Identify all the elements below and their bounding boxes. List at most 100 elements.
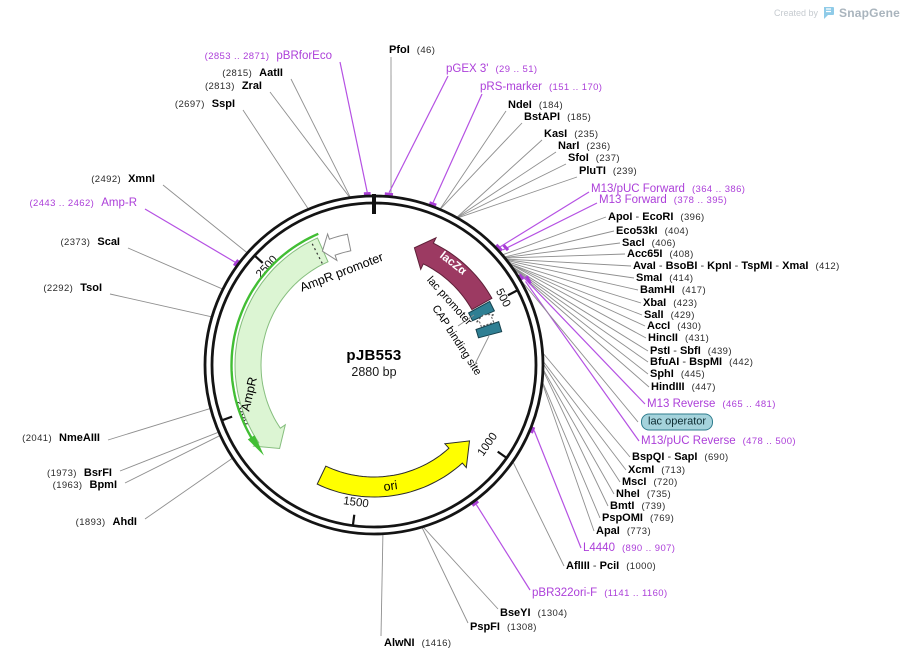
label-position: (713) bbox=[661, 465, 686, 476]
callout-line-AatII bbox=[290, 78, 351, 197]
label-name: XbaI bbox=[643, 297, 667, 309]
feature-ori[interactable] bbox=[316, 440, 471, 498]
restriction-site-label-BseYI[interactable]: BseYI (1304) bbox=[500, 605, 567, 621]
restriction-site-label-BmtI[interactable]: BmtI (739) bbox=[610, 498, 666, 514]
primer-label-M13-Forward[interactable]: M13 Forward (378 .. 395) bbox=[599, 192, 727, 208]
primer-label-M13-pUC-Reverse[interactable]: M13/pUC Reverse (478 .. 500) bbox=[641, 433, 796, 449]
restriction-site-label-PluTI[interactable]: PluTI (239) bbox=[579, 163, 637, 179]
restriction-site-label-Acc65I[interactable]: Acc65I (408) bbox=[627, 246, 694, 262]
label-name: M13/pUC Reverse bbox=[641, 435, 736, 447]
restriction-site-label-SfoI[interactable]: SfoI (237) bbox=[568, 150, 620, 166]
plasmid-size: 2880 bp bbox=[351, 365, 397, 379]
restriction-site-label-PspFI[interactable]: PspFI (1308) bbox=[470, 619, 537, 635]
restriction-site-label-KasI[interactable]: KasI (235) bbox=[544, 126, 598, 142]
feature-CAP-binding-site-box[interactable] bbox=[475, 320, 503, 339]
callout-line-AlwNI bbox=[380, 534, 384, 637]
label-name: SspI bbox=[211, 98, 235, 110]
callout-line-TsoI bbox=[109, 293, 212, 318]
restriction-site-label-Eco53kI[interactable]: Eco53kI (404) bbox=[616, 223, 689, 239]
callout-line-BsrFI bbox=[119, 432, 219, 472]
restriction-site-label-BfuAI-BspMI[interactable]: BfuAI - BspMI (442) bbox=[650, 354, 753, 370]
restriction-site-label-NarI[interactable]: NarI (236) bbox=[558, 138, 611, 154]
restriction-site-label-AccI[interactable]: AccI (430) bbox=[647, 318, 701, 334]
restriction-site-label-AatII[interactable]: (2815) AatII bbox=[222, 65, 283, 81]
label-name: MscI bbox=[622, 476, 647, 488]
callout-line-AhdI bbox=[144, 458, 233, 520]
primer-label-Amp-R[interactable]: (2443 .. 2462) Amp-R bbox=[29, 195, 137, 211]
label-name: BmtI bbox=[610, 500, 635, 512]
primer-label-L4440[interactable]: L4440 (890 .. 907) bbox=[583, 540, 675, 556]
restriction-site-label-HincII[interactable]: HincII (431) bbox=[648, 330, 709, 346]
restriction-site-label-AlwNI[interactable]: AlwNI (1416) bbox=[384, 635, 451, 651]
callout-line-SphI bbox=[514, 268, 649, 375]
primer-label-pBR322ori-F[interactable]: pBR322ori-F (1141 .. 1160) bbox=[532, 585, 668, 601]
restriction-site-label-ZraI[interactable]: (2813) ZraI bbox=[205, 78, 262, 94]
restriction-site-label-XbaI[interactable]: XbaI (423) bbox=[643, 295, 697, 311]
primer-mark-M13-Forward bbox=[502, 244, 510, 252]
callout-line-PluTI bbox=[458, 176, 578, 219]
feature-lac-promoter-box[interactable] bbox=[467, 300, 496, 322]
feature-AmpR[interactable] bbox=[234, 237, 329, 450]
callout-line-pRS-marker bbox=[432, 93, 483, 203]
label-position: (478 .. 500) bbox=[742, 436, 796, 447]
label-position: (185) bbox=[567, 112, 592, 123]
restriction-site-label-SmaI[interactable]: SmaI (414) bbox=[636, 270, 693, 286]
restriction-site-label-XmnI[interactable]: (2492) XmnI bbox=[91, 171, 155, 187]
label-name: ApaI bbox=[596, 525, 620, 537]
label-name: AhdI bbox=[112, 516, 137, 528]
label-position: (2443 .. 2462) bbox=[29, 198, 95, 209]
restriction-site-label-SacI[interactable]: SacI (406) bbox=[622, 235, 676, 251]
primer-mark-Amp-R bbox=[232, 259, 240, 267]
callout-line-SmaI bbox=[507, 259, 635, 279]
restriction-site-label-TsoI[interactable]: (2292) TsoI bbox=[43, 280, 102, 296]
restriction-site-label-ApoI-EcoRI[interactable]: ApoI - EcoRI (396) bbox=[608, 209, 705, 225]
callout-line-NmeAIII bbox=[107, 408, 210, 441]
restriction-site-label-BpmI[interactable]: (1963) BpmI bbox=[53, 477, 117, 493]
label-position: (378 .. 395) bbox=[673, 195, 728, 206]
restriction-site-label-ScaI[interactable]: (2373) ScaI bbox=[60, 234, 120, 250]
primer-mark-pGEX-3- bbox=[384, 192, 394, 197]
feature-lac-promoter-mini-arrow[interactable] bbox=[475, 314, 495, 328]
label-name: M13/pUC Forward bbox=[591, 183, 685, 195]
callout-line-ApaI bbox=[542, 384, 595, 532]
primer-label-M13-pUC-Forward[interactable]: M13/pUC Forward (364 .. 386) bbox=[591, 181, 745, 197]
snapgene-logo-icon bbox=[824, 7, 835, 19]
restriction-site-label-AflIII-PciI[interactable]: AflIII - PciI (1000) bbox=[566, 558, 656, 574]
label-name: SfoI bbox=[568, 152, 589, 164]
feature-lacZalpha[interactable] bbox=[413, 236, 493, 311]
restriction-site-label-MscI[interactable]: MscI (720) bbox=[622, 474, 678, 490]
restriction-site-label-PstI-SbfI[interactable]: PstI - SbfI (439) bbox=[650, 343, 732, 359]
restriction-site-label-AvaI-BsoBI-KpnI-TspMI-XmaI[interactable]: AvaI - BsoBI - KpnI - TspMI - XmaI (412) bbox=[633, 258, 840, 274]
feature-leader-line-0 bbox=[457, 314, 475, 327]
lac-operator-badge[interactable]: lac operator bbox=[641, 413, 714, 431]
restriction-site-label-NheI[interactable]: NheI (735) bbox=[616, 486, 671, 502]
label-position: (890 .. 907) bbox=[621, 543, 676, 554]
restriction-site-label-ApaI[interactable]: ApaI (773) bbox=[596, 523, 651, 539]
label-name: L4440 bbox=[583, 542, 615, 554]
callout-line-SspI bbox=[242, 109, 309, 209]
label-position: (1000) bbox=[626, 561, 657, 572]
restriction-site-label-NdeI[interactable]: NdeI (184) bbox=[508, 97, 563, 113]
feature-AmpR-promoter-arrow[interactable] bbox=[321, 232, 352, 262]
restriction-site-label-SphI[interactable]: SphI (445) bbox=[650, 366, 705, 382]
label-name: PfoI bbox=[389, 44, 410, 56]
restriction-site-label-BsrFI[interactable]: (1973) BsrFI bbox=[47, 465, 112, 481]
restriction-site-label-XcmI[interactable]: XcmI (713) bbox=[628, 462, 685, 478]
primer-label-pGEX-3-[interactable]: pGEX 3' (29 .. 51) bbox=[446, 61, 538, 77]
restriction-site-label-NmeAIII[interactable]: (2041) NmeAIII bbox=[22, 430, 100, 446]
restriction-site-label-HindIII[interactable]: HindIII (447) bbox=[651, 379, 716, 395]
restriction-site-label-BamHI[interactable]: BamHI (417) bbox=[640, 282, 706, 298]
restriction-site-label-BstAPI[interactable]: BstAPI (185) bbox=[524, 109, 591, 125]
restriction-site-label-PfoI[interactable]: PfoI (46) bbox=[389, 42, 435, 58]
primer-label-pRS-marker[interactable]: pRS-marker (151 .. 170) bbox=[480, 79, 602, 95]
restriction-site-label-PspOMI[interactable]: PspOMI (769) bbox=[602, 510, 674, 526]
restriction-site-label-SspI[interactable]: (2697) SspI bbox=[175, 96, 235, 112]
primer-label-pBRforEco[interactable]: (2853 .. 2871) pBRforEco bbox=[205, 48, 332, 64]
restriction-site-label-BspQI-SapI[interactable]: BspQI - SapI (690) bbox=[632, 449, 729, 465]
restriction-site-label-SalI[interactable]: SalI (429) bbox=[644, 307, 695, 323]
restriction-site-label-AhdI[interactable]: (1893) AhdI bbox=[76, 514, 137, 530]
scale-tick-label-1500: 1500 bbox=[342, 495, 369, 510]
label-position: (2853 .. 2871) bbox=[204, 51, 270, 62]
callout-line-M13-pUC-Forward bbox=[499, 191, 590, 248]
primer-label-M13-Reverse[interactable]: M13 Reverse (465 .. 481) bbox=[647, 396, 776, 412]
